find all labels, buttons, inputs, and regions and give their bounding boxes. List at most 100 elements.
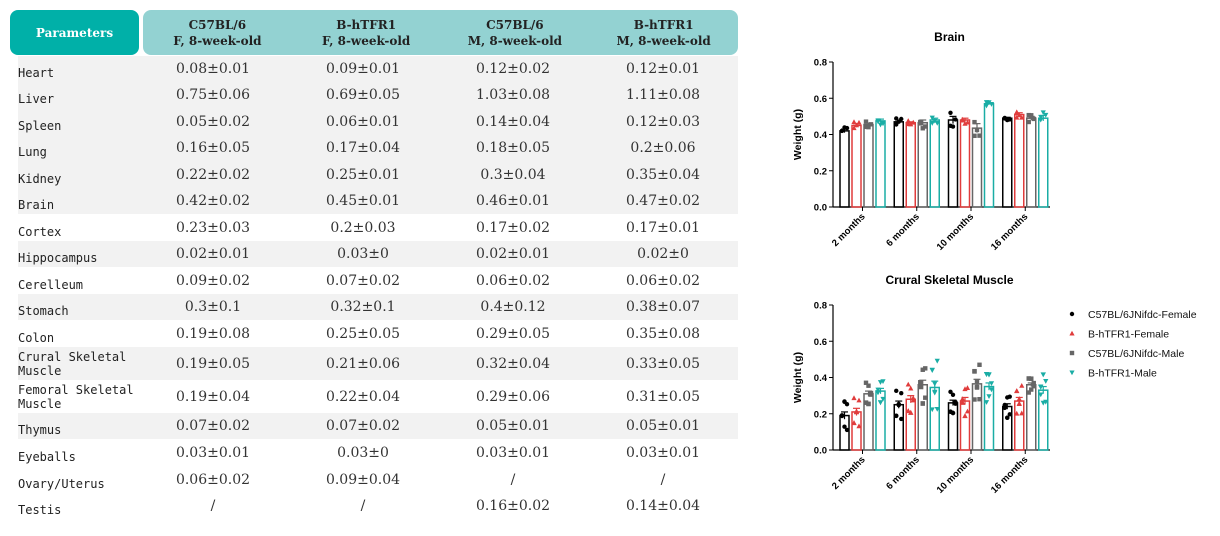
data-point [1016, 400, 1022, 406]
data-point [1014, 114, 1020, 120]
value-cell: 0.12±0.01 [625, 61, 701, 77]
value-cell: 0.02±0 [637, 246, 689, 262]
table-row: Lung 0.16±0.05 0.17±0.04 0.18±0.05 0.2±0.06 [18, 135, 738, 161]
value-cell: 0.09±0.04 [325, 471, 401, 488]
value-cell: 0.16±0.05 [175, 140, 251, 156]
data-point [851, 125, 857, 131]
data-point [923, 124, 928, 129]
parameter-name: Femoral Skeletal Muscle [18, 383, 134, 411]
data-point [1026, 119, 1031, 125]
data-point [986, 394, 992, 400]
data-point [929, 407, 935, 413]
value-cell: 0.19±0.05 [175, 355, 251, 372]
parameters-header: Parameters [10, 10, 139, 55]
charts-panel: Brain 0.0 0.2 0.4 0.6 0.8 Weight (g) 2 months 6 … [760, 0, 1220, 532]
data-point [1029, 376, 1034, 381]
data-point [934, 406, 940, 412]
bar [929, 119, 940, 208]
parameters-header-label: Parameters [35, 25, 114, 40]
data-point [932, 389, 938, 395]
value-cell: 0.05±0.02 [175, 113, 251, 130]
data-point [905, 408, 911, 413]
data-point [1016, 396, 1022, 401]
y-axis-label: Weight (g) [792, 352, 804, 403]
data-point [1038, 384, 1044, 390]
data-point [929, 121, 935, 126]
group-label: F, 8-week-old [321, 33, 411, 48]
parameter-name: Heart [18, 66, 55, 80]
value-cell: 0.03±0.01 [625, 444, 701, 461]
data-point [856, 397, 862, 403]
data-point [923, 366, 928, 371]
data-point [950, 410, 956, 416]
value-cell: 0.2±0.06 [630, 140, 696, 156]
data-point [863, 380, 869, 385]
bar [917, 121, 928, 208]
y-tick-label: 0.0 [814, 446, 827, 457]
data-point [929, 367, 935, 373]
bar [929, 386, 940, 451]
parameter-name: Thymus [18, 423, 62, 437]
value-cell: 0.09±0.01 [325, 61, 401, 77]
value-cell: / [510, 471, 516, 488]
bar [959, 119, 971, 208]
y-axis-label: Weight (g) [792, 109, 804, 160]
data-point [894, 122, 899, 127]
data-point [880, 379, 886, 385]
value-cell: 0.19±0.04 [175, 388, 251, 405]
table-row: Stomach 0.3±0.1 0.32±0.1 0.4±0.12 0.38±0.07 [18, 294, 738, 320]
data-point [880, 121, 886, 127]
x-tick-label: 6 months [884, 211, 922, 249]
data-point [974, 127, 980, 133]
data-point [1007, 394, 1012, 399]
group-header-col: C57BL/6 F, 8-week-old [143, 10, 292, 55]
legend-label: B-hTFR1-Female [1088, 329, 1169, 341]
table-row: Hippocampus 0.02±0.01 0.03±0 0.02±0.01 0.02±… [18, 241, 738, 267]
table-row: Testis / / 0.16±0.02 0.14±0.04 [18, 493, 738, 519]
value-cell: 0.07±0.02 [325, 418, 401, 434]
bar [839, 414, 850, 451]
bar [839, 130, 850, 208]
table-row: Cerelleum 0.09±0.02 0.07±0.02 0.06±0.02 0.06… [18, 267, 738, 294]
value-cell: / [660, 471, 666, 488]
table-row: Eyeballs 0.03±0.01 0.03±0 0.03±0.01 0.03±0.0… [18, 439, 738, 466]
data-point [932, 381, 938, 387]
parameter-name: Liver [18, 92, 55, 106]
data-point [1005, 415, 1010, 420]
x-tick-label: 16 months [989, 454, 1030, 495]
bar [1002, 117, 1013, 208]
legend-marker [1069, 330, 1075, 336]
data-point [983, 103, 990, 109]
data-point [972, 368, 977, 374]
group-label: M, 8-week-old [616, 33, 711, 48]
value-cell: 0.14±0.04 [625, 498, 701, 514]
bar [959, 400, 971, 451]
data-point [918, 384, 923, 389]
data-point [923, 395, 928, 400]
strain-label: C57BL/6 [486, 17, 544, 32]
data-point [894, 388, 899, 394]
data-point [959, 399, 966, 405]
value-cell: 0.21±0.06 [325, 355, 401, 372]
data-point [983, 400, 990, 405]
table-row: Spleen 0.05±0.02 0.06±0.01 0.14±0.04 0.12±0.… [18, 108, 738, 135]
data-point [1014, 410, 1020, 416]
value-cell: 0.14±0.04 [475, 113, 551, 130]
data-point [920, 367, 925, 372]
data-point [1043, 379, 1049, 384]
x-tick-label: 2 months [830, 454, 868, 492]
data-point [1019, 114, 1025, 120]
strain-label: B-hTFR1 [336, 17, 397, 32]
parameter-name: Colon [18, 331, 55, 345]
value-cell: 0.35±0.08 [625, 325, 701, 342]
bar [917, 384, 928, 451]
data-point [899, 416, 904, 422]
data-point [844, 427, 850, 433]
data-point [1007, 117, 1012, 122]
parameter-name: Ovary/Uterus [18, 477, 105, 491]
data-point [866, 124, 871, 130]
data-point [964, 385, 971, 390]
parameter-name: Cortex [18, 225, 62, 239]
table-row: Femoral Skeletal Muscle 0.19±0.04 0.22±0.0… [18, 380, 738, 413]
x-tick-label: 10 months [935, 211, 976, 252]
